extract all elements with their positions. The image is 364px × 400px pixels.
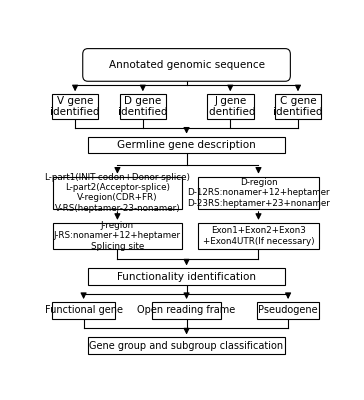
Text: C gene
identified: C gene identified — [273, 96, 323, 117]
FancyBboxPatch shape — [257, 302, 319, 319]
Text: Gene group and subgroup classification: Gene group and subgroup classification — [90, 341, 284, 351]
FancyBboxPatch shape — [88, 268, 285, 285]
Text: Functional gene: Functional gene — [44, 306, 123, 316]
FancyBboxPatch shape — [198, 176, 319, 209]
FancyBboxPatch shape — [275, 94, 321, 119]
FancyBboxPatch shape — [52, 94, 98, 119]
Text: D gene
identified: D gene identified — [118, 96, 167, 117]
FancyBboxPatch shape — [207, 94, 254, 119]
Text: V gene
identified: V gene identified — [50, 96, 100, 117]
Text: Exon1+Exon2+Exon3
+Exon4UTR(If necessary): Exon1+Exon2+Exon3 +Exon4UTR(If necessary… — [203, 226, 314, 246]
FancyBboxPatch shape — [198, 223, 319, 249]
Text: Annotated genomic sequence: Annotated genomic sequence — [108, 60, 265, 70]
FancyBboxPatch shape — [119, 94, 166, 119]
Text: Functionality identification: Functionality identification — [117, 272, 256, 282]
FancyBboxPatch shape — [53, 176, 182, 209]
FancyBboxPatch shape — [52, 302, 115, 319]
Text: D-region
D-12RS:nonamer+12+heptamer
D-23RS:heptamer+23+nonamer: D-region D-12RS:nonamer+12+heptamer D-23… — [187, 178, 330, 208]
FancyBboxPatch shape — [88, 136, 285, 154]
FancyBboxPatch shape — [152, 302, 221, 319]
Text: L-part1(INIT-codon+Donor-splice)
L-part2(Acceptor-splice)
V-region(CDR+FR)
V-RS(: L-part1(INIT-codon+Donor-splice) L-part2… — [44, 173, 190, 213]
Text: Pseudogene: Pseudogene — [258, 306, 318, 316]
Text: J-region
J-RS:nonamer+12+heptamer
Splicing site: J-region J-RS:nonamer+12+heptamer Splici… — [54, 221, 181, 251]
FancyBboxPatch shape — [83, 49, 290, 81]
FancyBboxPatch shape — [88, 337, 285, 354]
Text: Open reading frame: Open reading frame — [138, 306, 236, 316]
Text: Germline gene description: Germline gene description — [117, 140, 256, 150]
Text: J gene
identified: J gene identified — [206, 96, 255, 117]
FancyBboxPatch shape — [53, 223, 182, 249]
